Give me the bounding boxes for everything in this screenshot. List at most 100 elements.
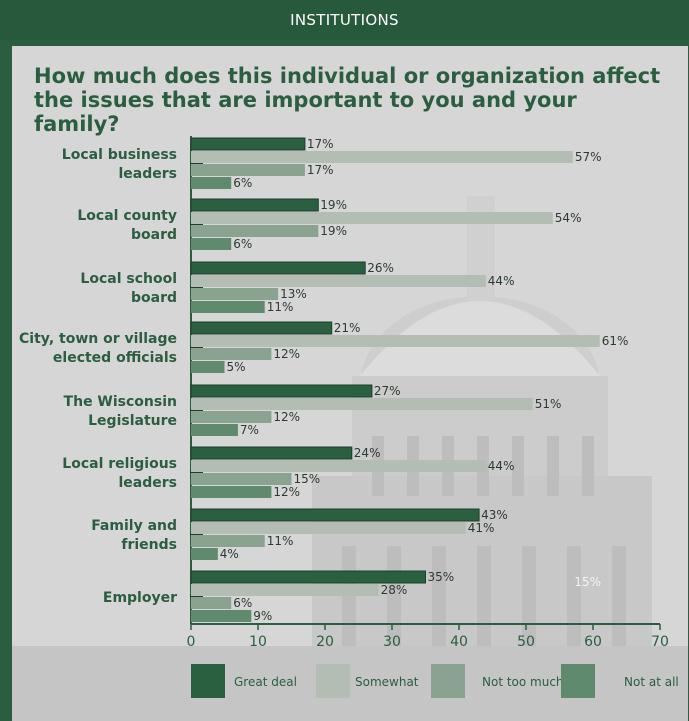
category-label: Local religious xyxy=(62,456,177,472)
data-label: 24% xyxy=(354,446,381,460)
bar-somewhat xyxy=(191,212,553,224)
category-label: Employer xyxy=(103,590,177,606)
bar-great-deal xyxy=(190,198,319,212)
category-label: elected officials xyxy=(53,350,177,366)
category-label: friends xyxy=(121,537,177,553)
bar-not-too-much xyxy=(191,164,305,176)
bar-not-at-all xyxy=(191,177,232,189)
annotation-label: 15% xyxy=(574,575,601,589)
data-label: 35% xyxy=(428,570,455,584)
data-label: 11% xyxy=(267,534,294,548)
legend-label-not-at-all: Not at all xyxy=(624,675,679,689)
data-label: 43% xyxy=(481,508,508,522)
bar-great-deal xyxy=(190,137,306,151)
bar-not-at-all xyxy=(191,486,272,498)
category-label: Local county xyxy=(77,208,177,224)
data-label: 27% xyxy=(374,384,401,398)
data-label: 4% xyxy=(220,547,239,561)
bar-not-too-much xyxy=(191,348,272,360)
bar-great-deal xyxy=(190,321,333,335)
bar-somewhat xyxy=(191,151,573,163)
bar-somewhat xyxy=(191,335,600,347)
legend-swatch-great-deal xyxy=(191,664,225,698)
data-label: 6% xyxy=(233,176,252,190)
data-label: 13% xyxy=(280,287,307,301)
bar-not-too-much xyxy=(191,473,292,485)
bar-somewhat xyxy=(191,275,486,287)
data-label: 54% xyxy=(555,211,582,225)
bar-not-at-all xyxy=(191,361,225,373)
x-tick-label: 60 xyxy=(584,634,602,650)
category-label: Local business xyxy=(62,147,177,163)
data-label: 44% xyxy=(488,274,515,288)
data-label: 12% xyxy=(273,347,300,361)
bar-great-deal xyxy=(190,384,373,398)
category-label: The Wisconsin xyxy=(64,394,177,410)
bar-somewhat xyxy=(191,398,533,410)
x-tick-label: 70 xyxy=(651,634,669,650)
bar-great-deal xyxy=(190,508,480,522)
legend-label-somewhat: Somewhat xyxy=(355,675,419,689)
data-label: 61% xyxy=(602,334,629,348)
bar-not-at-all xyxy=(191,301,265,313)
legend-swatch-not-too-much xyxy=(431,664,465,698)
section-title: INSTITUTIONS xyxy=(290,11,399,29)
x-tick-label: 0 xyxy=(187,634,196,650)
data-label: 26% xyxy=(367,261,394,275)
data-label: 5% xyxy=(227,360,246,374)
data-label: 12% xyxy=(273,410,300,424)
data-label: 28% xyxy=(381,583,408,597)
data-label: 19% xyxy=(320,224,347,238)
category-label: leaders xyxy=(119,475,178,491)
legend-swatch-not-at-all xyxy=(561,664,595,698)
data-label: 12% xyxy=(273,485,300,499)
bar-not-too-much xyxy=(191,411,272,423)
category-label: board xyxy=(131,290,177,306)
data-label: 17% xyxy=(307,137,334,151)
data-label: 57% xyxy=(575,150,602,164)
data-label: 9% xyxy=(253,609,272,623)
bar-great-deal xyxy=(190,446,353,460)
chart-title: How much does this individual or organiz… xyxy=(34,64,661,136)
data-label: 17% xyxy=(307,163,334,177)
bar-great-deal xyxy=(190,261,366,275)
data-label: 51% xyxy=(535,397,562,411)
bar-not-too-much xyxy=(191,597,232,609)
data-label: 41% xyxy=(468,521,495,535)
data-label: 21% xyxy=(334,321,361,335)
category-label: leaders xyxy=(119,166,178,182)
data-label: 7% xyxy=(240,423,259,437)
legend-label-not-too-much: Not too much xyxy=(482,675,564,689)
bar-not-at-all xyxy=(191,424,238,436)
section-header: INSTITUTIONS xyxy=(0,0,689,40)
data-label: 44% xyxy=(488,459,515,473)
bar-somewhat xyxy=(191,584,379,596)
x-tick-label: 30 xyxy=(383,634,401,650)
bar-not-at-all xyxy=(191,548,218,560)
category-label: Local school xyxy=(80,271,177,287)
category-label: board xyxy=(131,227,177,243)
category-label: Family and xyxy=(91,518,177,534)
bar-not-too-much xyxy=(191,225,319,237)
data-label: 15% xyxy=(294,472,321,486)
bar-not-too-much xyxy=(191,288,279,300)
bar-great-deal xyxy=(190,570,426,584)
category-label: Legislature xyxy=(88,413,177,429)
data-label: 6% xyxy=(233,596,252,610)
x-tick-label: 20 xyxy=(316,634,334,650)
data-label: 11% xyxy=(267,300,294,314)
data-label: 6% xyxy=(233,237,252,251)
data-label: 19% xyxy=(320,198,347,212)
bar-not-at-all xyxy=(191,610,252,622)
legend-swatch-somewhat xyxy=(316,664,350,698)
bar-somewhat xyxy=(191,460,486,472)
bar-not-too-much xyxy=(191,535,265,547)
category-label: City, town or village xyxy=(19,331,177,347)
bar-somewhat xyxy=(191,522,466,534)
bar-not-at-all xyxy=(191,238,232,250)
x-tick-label: 50 xyxy=(517,634,535,650)
x-tick-label: 40 xyxy=(450,634,468,650)
legend-label-great-deal: Great deal xyxy=(234,675,297,689)
x-tick-label: 10 xyxy=(249,634,267,650)
